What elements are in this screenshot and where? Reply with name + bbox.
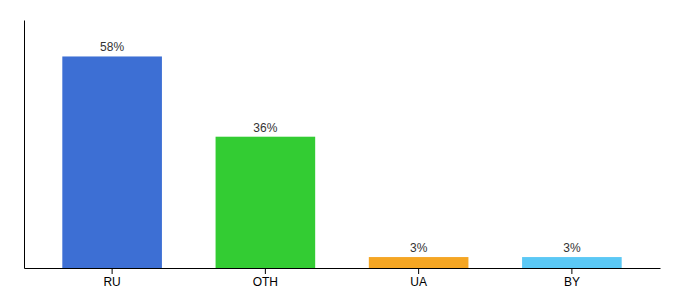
bar xyxy=(369,257,469,268)
x-tick-label: RU xyxy=(103,275,120,289)
x-tick: OTH xyxy=(253,268,278,289)
x-tick: BY xyxy=(564,268,580,289)
data-label: 3% xyxy=(410,241,428,255)
x-tick: UA xyxy=(410,268,427,289)
x-tick-mark xyxy=(265,268,266,274)
bar xyxy=(522,257,622,268)
y-axis-line xyxy=(24,21,25,269)
x-axis: RU OTH UA BY xyxy=(25,268,661,289)
x-tick-label: BY xyxy=(564,275,580,289)
x-tick-mark xyxy=(112,268,113,274)
x-tick: RU xyxy=(103,268,120,289)
data-labels: 58% 36% 3% 3% xyxy=(100,40,581,255)
x-tick-mark xyxy=(571,268,572,274)
x-tick-label: OTH xyxy=(253,275,278,289)
y-axis xyxy=(24,21,25,269)
x-tick-mark xyxy=(418,268,419,274)
data-label: 58% xyxy=(100,40,124,54)
bar xyxy=(216,137,316,268)
data-label: 36% xyxy=(253,121,277,135)
chart: RU OTH UA BY 58% 36% 3% 3% xyxy=(0,0,680,300)
bar xyxy=(62,56,162,268)
x-axis-line xyxy=(25,268,661,269)
x-tick-label: UA xyxy=(410,275,427,289)
bars xyxy=(62,56,621,268)
data-label: 3% xyxy=(563,241,581,255)
plot: RU OTH UA BY 58% 36% 3% 3% xyxy=(25,21,661,289)
